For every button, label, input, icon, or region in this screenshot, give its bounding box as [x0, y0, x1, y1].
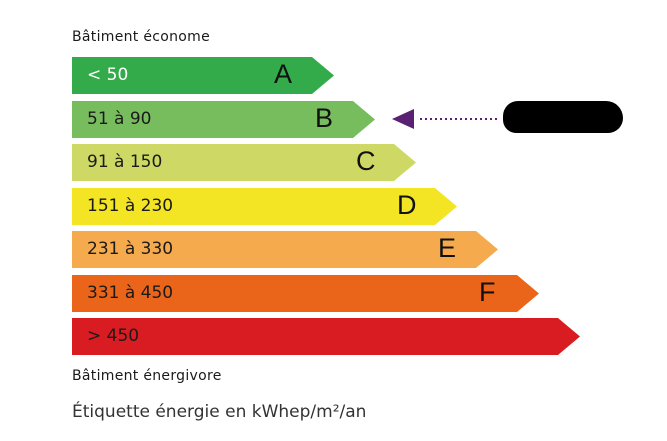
- bar-shape: [72, 57, 334, 94]
- class-range: < 50: [87, 65, 129, 85]
- bar-shape: [72, 274, 539, 312]
- class-letter: C: [356, 146, 376, 176]
- energy-class-bar: 91 à 150 C: [72, 144, 416, 181]
- energy-class-bar: 231 à 330 E: [72, 231, 498, 268]
- indicator-arrowhead: [392, 109, 414, 129]
- top-caption: Bâtiment économe: [72, 29, 210, 45]
- energy-class-bar: 331 à 450 F: [72, 274, 539, 312]
- energy-class-bar: < 50 A: [72, 57, 334, 94]
- bar-shape: [72, 318, 580, 355]
- unit-label: Étiquette énergie en kWhep/m²/an: [72, 402, 367, 422]
- rating-indicator: [390, 106, 502, 138]
- class-range: 331 à 450: [87, 282, 174, 303]
- bar-shape: [72, 187, 457, 225]
- redaction-mark: [503, 101, 623, 133]
- class-range: 91 à 150: [87, 152, 163, 172]
- energy-class-bar: > 450: [72, 318, 580, 355]
- energy-class-bar: 51 à 90 B: [72, 100, 375, 138]
- arrow-left-icon: [392, 109, 500, 129]
- class-letter: A: [274, 59, 293, 89]
- class-range: > 450: [87, 326, 140, 346]
- class-range: 231 à 330: [87, 239, 174, 259]
- energy-class-bar: 151 à 230 D: [72, 187, 457, 225]
- bar-shape: [72, 144, 416, 181]
- bar-shape: [72, 100, 375, 138]
- class-letter: D: [397, 189, 417, 220]
- bottom-caption: Bâtiment énergivore: [72, 368, 222, 384]
- class-range: 51 à 90: [87, 108, 152, 129]
- bar-shape: [72, 231, 498, 268]
- class-letter: E: [438, 233, 457, 263]
- class-letter: B: [315, 102, 334, 133]
- class-range: 151 à 230: [87, 195, 174, 216]
- class-letter: F: [479, 276, 496, 307]
